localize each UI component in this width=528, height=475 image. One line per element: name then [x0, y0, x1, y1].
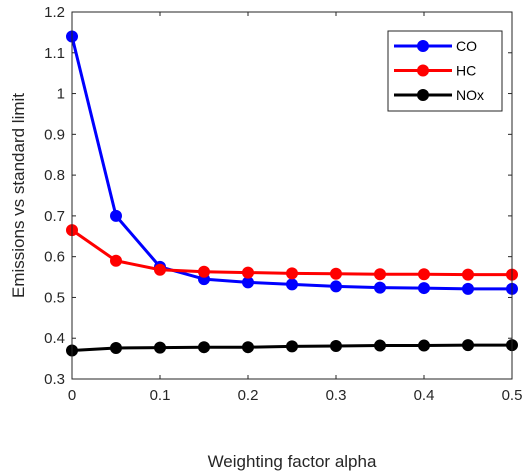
data-point-nox — [154, 341, 166, 354]
y-tick-label: 0.6 — [44, 249, 65, 266]
data-point-nox — [462, 339, 474, 352]
data-point-hc — [242, 266, 254, 279]
data-point-nox — [418, 339, 430, 352]
data-point-hc — [330, 267, 342, 280]
data-point-nox — [198, 341, 210, 354]
y-tick-label: 0.9 — [44, 126, 65, 143]
y-tick-label: 1.2 — [44, 4, 65, 21]
data-point-co — [418, 282, 430, 295]
series-group — [66, 30, 518, 357]
legend-label-co: CO — [456, 38, 477, 54]
data-point-hc — [286, 267, 298, 280]
data-point-co — [110, 209, 122, 222]
data-point-hc — [374, 268, 386, 281]
x-tick-label: 0.1 — [150, 387, 171, 404]
y-tick-label: 0.3 — [44, 371, 65, 388]
legend-marker-hc — [417, 64, 429, 77]
data-point-nox — [242, 341, 254, 354]
x-axis-label: Weighting factor alpha — [208, 452, 377, 471]
data-point-nox — [286, 340, 298, 353]
y-tick-labels: 0.3 0.4 0.5 0.6 0.7 0.8 0.9 1 1.1 1.2 — [44, 4, 65, 388]
data-point-co — [374, 281, 386, 294]
y-tick-label: 0.4 — [44, 330, 65, 347]
x-tick-label: 0.5 — [502, 387, 523, 404]
data-point-hc — [154, 263, 166, 276]
data-point-hc — [418, 268, 430, 281]
data-point-hc — [110, 254, 122, 267]
x-tick-label: 0.2 — [238, 387, 259, 404]
y-axis-label: Emissions vs standard limit — [9, 93, 28, 298]
data-point-hc — [462, 268, 474, 281]
y-tick-label: 0.8 — [44, 167, 65, 184]
data-point-co — [462, 282, 474, 295]
data-point-co — [286, 278, 298, 291]
legend-marker-co — [417, 40, 429, 52]
data-point-nox — [110, 342, 122, 355]
plot-frame — [71, 11, 513, 380]
legend-label-hc: HC — [456, 63, 476, 79]
y-tick-label: 0.7 — [44, 208, 65, 225]
x-tick-label: 0.3 — [326, 387, 347, 404]
legend-marker-nox — [417, 89, 429, 101]
x-tick-labels: 0 0.1 0.2 0.3 0.4 0.5 — [68, 387, 523, 404]
y-tick-label: 1 — [57, 86, 65, 103]
y-tick-label: 1.1 — [44, 45, 65, 62]
data-point-nox — [330, 339, 342, 352]
legend-label-nox: NOx — [456, 87, 484, 103]
y-tick-label: 0.5 — [44, 289, 65, 306]
data-point-nox — [374, 339, 386, 352]
data-point-hc — [198, 265, 210, 278]
x-tick-label: 0.4 — [414, 387, 435, 404]
data-point-co — [330, 280, 342, 293]
x-tick-label: 0 — [68, 387, 76, 404]
legend: CO HC NOx — [387, 30, 503, 112]
